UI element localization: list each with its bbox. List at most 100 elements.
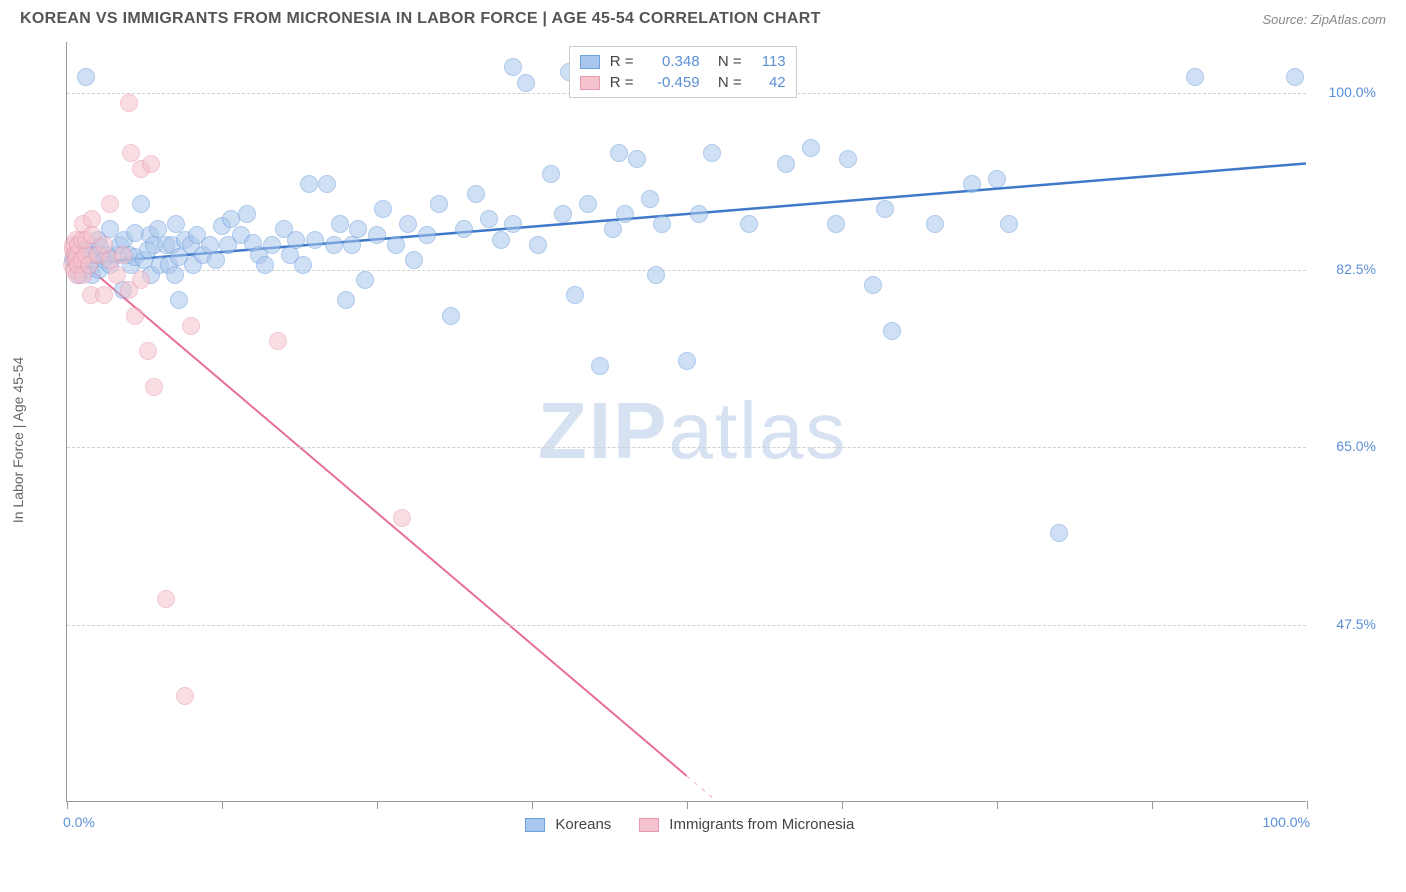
data-point xyxy=(95,286,113,304)
legend-swatch xyxy=(639,818,659,832)
data-point xyxy=(690,205,708,223)
y-tick-label: 47.5% xyxy=(1316,616,1376,632)
data-point xyxy=(166,266,184,284)
data-point xyxy=(480,210,498,228)
data-point xyxy=(139,342,157,360)
data-point xyxy=(616,205,634,223)
data-point xyxy=(641,190,659,208)
data-point xyxy=(83,210,101,228)
header: KOREAN VS IMMIGRANTS FROM MICRONESIA IN … xyxy=(0,0,1406,34)
watermark: ZIPatlas xyxy=(538,385,847,477)
legend-n-value: 42 xyxy=(752,74,786,91)
data-point xyxy=(77,68,95,86)
data-point xyxy=(1186,68,1204,86)
data-point xyxy=(126,307,144,325)
legend-swatch xyxy=(580,55,600,69)
data-point xyxy=(387,236,405,254)
data-point xyxy=(1000,215,1018,233)
data-point xyxy=(256,256,274,274)
data-point xyxy=(300,175,318,193)
data-point xyxy=(176,687,194,705)
legend-series-name: Koreans xyxy=(555,816,611,833)
x-tick xyxy=(377,801,378,809)
legend-swatch xyxy=(525,818,545,832)
data-point xyxy=(294,256,312,274)
legend-r-label: R = xyxy=(610,53,634,70)
y-tick-label: 65.0% xyxy=(1316,438,1376,454)
legend-swatch xyxy=(580,76,600,90)
data-point xyxy=(405,251,423,269)
data-point xyxy=(356,271,374,289)
legend-row: R = 0.348 N = 113 xyxy=(580,51,786,72)
data-point xyxy=(170,291,188,309)
chart-area: In Labor Force | Age 45-54 ZIPatlas 47.5… xyxy=(48,42,1386,838)
data-point xyxy=(579,195,597,213)
data-point xyxy=(504,215,522,233)
legend-n-label: N = xyxy=(710,53,742,70)
x-tick-label: 0.0% xyxy=(63,814,95,830)
data-point xyxy=(1050,524,1068,542)
y-axis-label: In Labor Force | Age 45-54 xyxy=(10,357,26,523)
data-point xyxy=(142,155,160,173)
data-point xyxy=(374,200,392,218)
data-point xyxy=(988,170,1006,188)
data-point xyxy=(120,94,138,112)
x-tick xyxy=(1152,801,1153,809)
data-point xyxy=(647,266,665,284)
data-point xyxy=(269,332,287,350)
data-point xyxy=(628,150,646,168)
data-point xyxy=(653,215,671,233)
data-point xyxy=(108,266,126,284)
data-point xyxy=(393,509,411,527)
legend-r-value: 0.348 xyxy=(644,53,700,70)
legend-r-label: R = xyxy=(610,74,634,91)
data-point xyxy=(331,215,349,233)
x-tick xyxy=(997,801,998,809)
data-point xyxy=(542,165,560,183)
data-point xyxy=(1286,68,1304,86)
data-point xyxy=(455,220,473,238)
legend-r-value: -0.459 xyxy=(644,74,700,91)
data-point xyxy=(777,155,795,173)
legend-n-value: 113 xyxy=(752,53,786,70)
y-tick-label: 100.0% xyxy=(1316,84,1376,100)
data-point xyxy=(325,236,343,254)
data-point xyxy=(101,195,119,213)
correlation-legend: R =0.348 N =113R =-0.459 N =42 xyxy=(569,46,797,98)
data-point xyxy=(263,236,281,254)
data-point xyxy=(839,150,857,168)
chart-source: Source: ZipAtlas.com xyxy=(1262,12,1386,27)
data-point xyxy=(430,195,448,213)
legend-row: R =-0.459 N =42 xyxy=(580,72,786,93)
data-point xyxy=(132,271,150,289)
data-point xyxy=(678,352,696,370)
gridline xyxy=(67,447,1306,448)
x-tick xyxy=(842,801,843,809)
trend-lines xyxy=(67,42,1306,801)
data-point xyxy=(114,246,132,264)
data-point xyxy=(517,74,535,92)
data-point xyxy=(442,307,460,325)
data-point xyxy=(802,139,820,157)
data-point xyxy=(399,215,417,233)
data-point xyxy=(349,220,367,238)
data-point xyxy=(467,185,485,203)
x-tick xyxy=(67,801,68,809)
data-point xyxy=(883,322,901,340)
data-point xyxy=(287,231,305,249)
x-tick xyxy=(1307,801,1308,809)
data-point xyxy=(157,590,175,608)
data-point xyxy=(566,286,584,304)
data-point xyxy=(740,215,758,233)
gridline xyxy=(67,270,1306,271)
data-point xyxy=(591,357,609,375)
gridline xyxy=(67,625,1306,626)
data-point xyxy=(207,251,225,269)
y-tick-label: 82.5% xyxy=(1316,261,1376,277)
data-point xyxy=(963,175,981,193)
chart-title: KOREAN VS IMMIGRANTS FROM MICRONESIA IN … xyxy=(20,10,821,28)
x-tick xyxy=(687,801,688,809)
data-point xyxy=(604,220,622,238)
plot-area: ZIPatlas 47.5%65.0%82.5%100.0%0.0%100.0%… xyxy=(66,42,1306,802)
series-legend: KoreansImmigrants from Micronesia xyxy=(525,816,872,833)
